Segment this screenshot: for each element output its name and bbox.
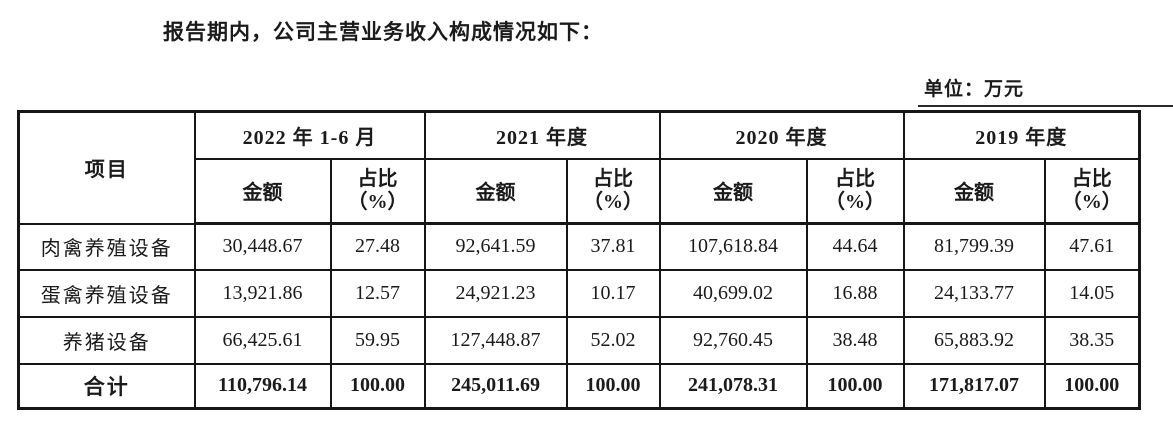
ratio-label: 占比 [1071,168,1112,191]
ratio-cell: 100.00 [805,362,905,410]
amount-cell: 127,448.87 [423,315,568,365]
amount-header-cell: 金额 [423,157,568,225]
ratio-unit-label: （%） [583,190,644,213]
amount-cell: 92,641.59 [423,222,568,271]
ratio-header-cell: 占比 （%） [565,157,661,225]
ratio-cell: 100.00 [565,362,661,410]
amount-cell: 65,883.92 [902,315,1046,365]
amount-cell: 171,817.07 [902,362,1046,410]
ratio-cell: 12.57 [329,268,426,318]
ratio-cell: 37.81 [565,222,661,271]
amount-cell: 30,448.67 [193,222,332,271]
ratio-cell: 14.05 [1043,268,1141,318]
amount-cell: 245,011.69 [423,362,568,410]
ratio-unit-label: （%） [1061,190,1122,213]
period-header-2022h1: 2022 年 1-6 月 [193,110,426,160]
header-row-periods: 项目 2022 年 1-6 月 2021 年度 2020 年度 2019 年度 [17,110,1141,225]
ratio-cell: 100.00 [1043,362,1141,410]
period-header-2021: 2021 年度 [423,110,661,160]
ratio-cell: 16.88 [805,268,905,318]
period-header-2020: 2020 年度 [658,110,905,160]
intro-paragraph: 报告期内，公司主营业务收入构成情况如下： [163,20,603,44]
ratio-label: 占比 [835,168,876,191]
amount-cell: 24,133.77 [902,268,1046,318]
header-row-subcolumns: 金额 占比 （%） 金额 占比 （%） 金额 占比 （%） 金额 占比 （%） [19,157,1141,225]
ratio-cell: 10.17 [565,268,661,318]
ratio-label: 占比 [357,168,398,191]
ratio-unit-label: （%） [347,190,408,213]
unit-label: 单位：万元 [924,79,1025,100]
table-row-total: 合计 110,796.14 100.00 245,011.69 100.00 2… [17,362,1141,410]
table-row-pig-equipment: 养猪设备 66,425.61 59.95 127,448.87 52.02 92… [17,315,1141,365]
amount-header-cell: 金额 [902,157,1046,225]
row-label-cell: 养猪设备 [17,315,196,365]
period-header-2019: 2019 年度 [902,110,1141,160]
row-label-cell: 合计 [17,362,196,410]
ratio-cell: 59.95 [329,315,426,365]
revenue-composition-table: 项目 2022 年 1-6 月 2021 年度 2020 年度 2019 年度 … [17,110,1142,410]
table-row-meat-poultry-equipment: 肉禽养殖设备 30,448.67 27.48 92,641.59 37.81 1… [17,222,1141,271]
ratio-header-cell: 占比 （%） [805,157,905,225]
ratio-cell: 100.00 [329,362,426,410]
amount-cell: 40,699.02 [658,268,808,318]
amount-cell: 24,921.23 [423,268,568,318]
ratio-cell: 44.64 [805,222,905,271]
amount-cell: 241,078.31 [658,362,808,410]
ratio-cell: 52.02 [565,315,661,365]
amount-header-cell: 金额 [193,157,332,225]
ratio-cell: 27.48 [329,222,426,271]
row-label-cell: 蛋禽养殖设备 [17,268,196,318]
ratio-header-cell: 占比 （%） [329,157,426,225]
ratio-cell: 47.61 [1043,222,1141,271]
unit-underline: 单位：万元 [918,74,1173,107]
ratio-unit-label: （%） [825,190,886,213]
amount-cell: 81,799.39 [902,222,1046,271]
row-label-cell: 肉禽养殖设备 [17,222,196,271]
ratio-cell: 38.35 [1043,315,1141,365]
amount-header-cell: 金额 [658,157,808,225]
table-row-egg-poultry-equipment: 蛋禽养殖设备 13,921.86 12.57 24,921.23 10.17 4… [17,268,1141,318]
amount-cell: 13,921.86 [193,268,332,318]
ratio-cell: 38.48 [805,315,905,365]
amount-cell: 107,618.84 [658,222,808,271]
amount-cell: 110,796.14 [193,362,332,410]
ratio-header-cell: 占比 （%） [1043,157,1141,225]
item-header-cell: 项目 [17,110,196,225]
amount-cell: 92,760.45 [658,315,808,365]
ratio-label: 占比 [593,168,634,191]
amount-cell: 66,425.61 [193,315,332,365]
